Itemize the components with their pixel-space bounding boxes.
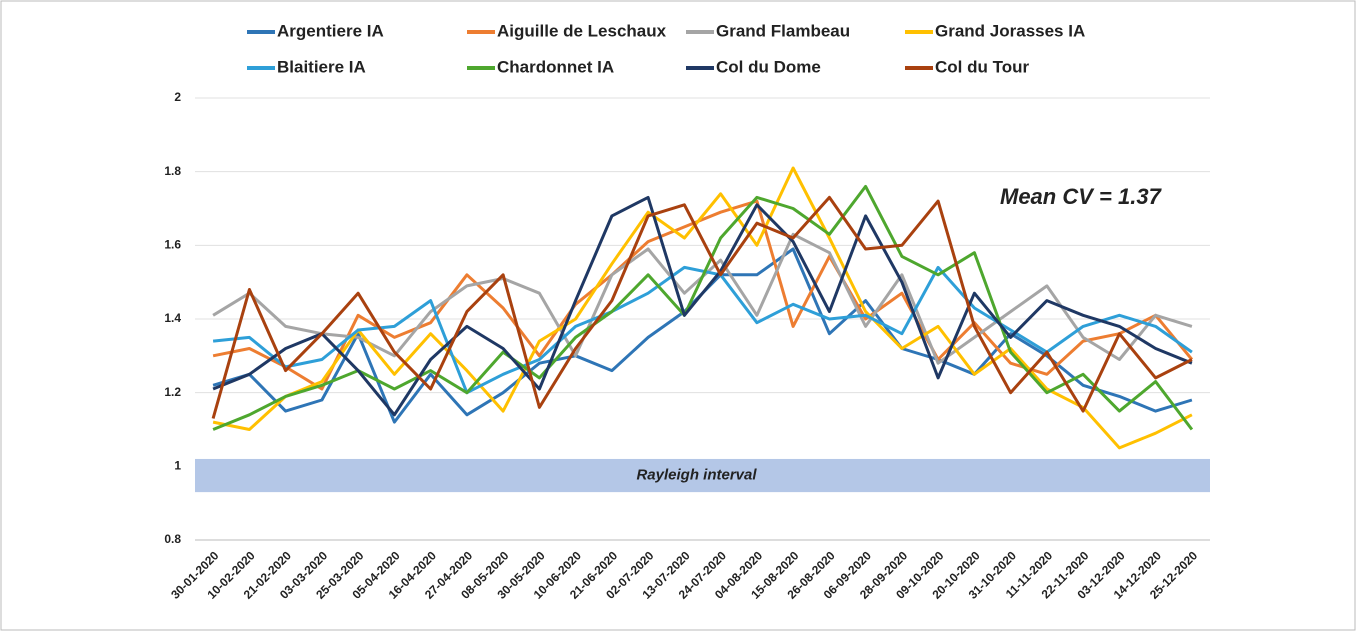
legend-label: Argentiere IA: [277, 21, 384, 40]
series-line: [212, 265, 1193, 395]
y-tick-label: 1.4: [164, 311, 181, 325]
series-line: [212, 195, 1193, 417]
y-tick-label: 1.8: [164, 164, 181, 178]
annotation: Mean CV = 1.37: [1000, 184, 1163, 209]
series-line: [212, 166, 1193, 450]
legend-label: Grand Flambeau: [716, 21, 850, 40]
legend-label: Col du Tour: [935, 57, 1029, 76]
legend-label: Aiguille de Leschaux: [497, 21, 667, 40]
legend-label: Col du Dome: [716, 57, 821, 76]
series-line: [211, 195, 1193, 419]
rayleigh-band: [195, 458, 1210, 493]
legend-label: Blaitiere IA: [277, 57, 366, 76]
legend-label: Chardonnet IA: [497, 57, 614, 76]
legend-label: Grand Jorasses IA: [935, 21, 1085, 40]
y-tick-label: 2: [174, 90, 181, 104]
band-label: Rayleigh interval: [636, 467, 757, 484]
y-tick-label: 1.6: [164, 238, 181, 252]
y-tick-label: 0.8: [164, 532, 181, 546]
y-tick-label: 1.2: [164, 385, 181, 399]
y-tick-label: 1: [174, 459, 181, 473]
